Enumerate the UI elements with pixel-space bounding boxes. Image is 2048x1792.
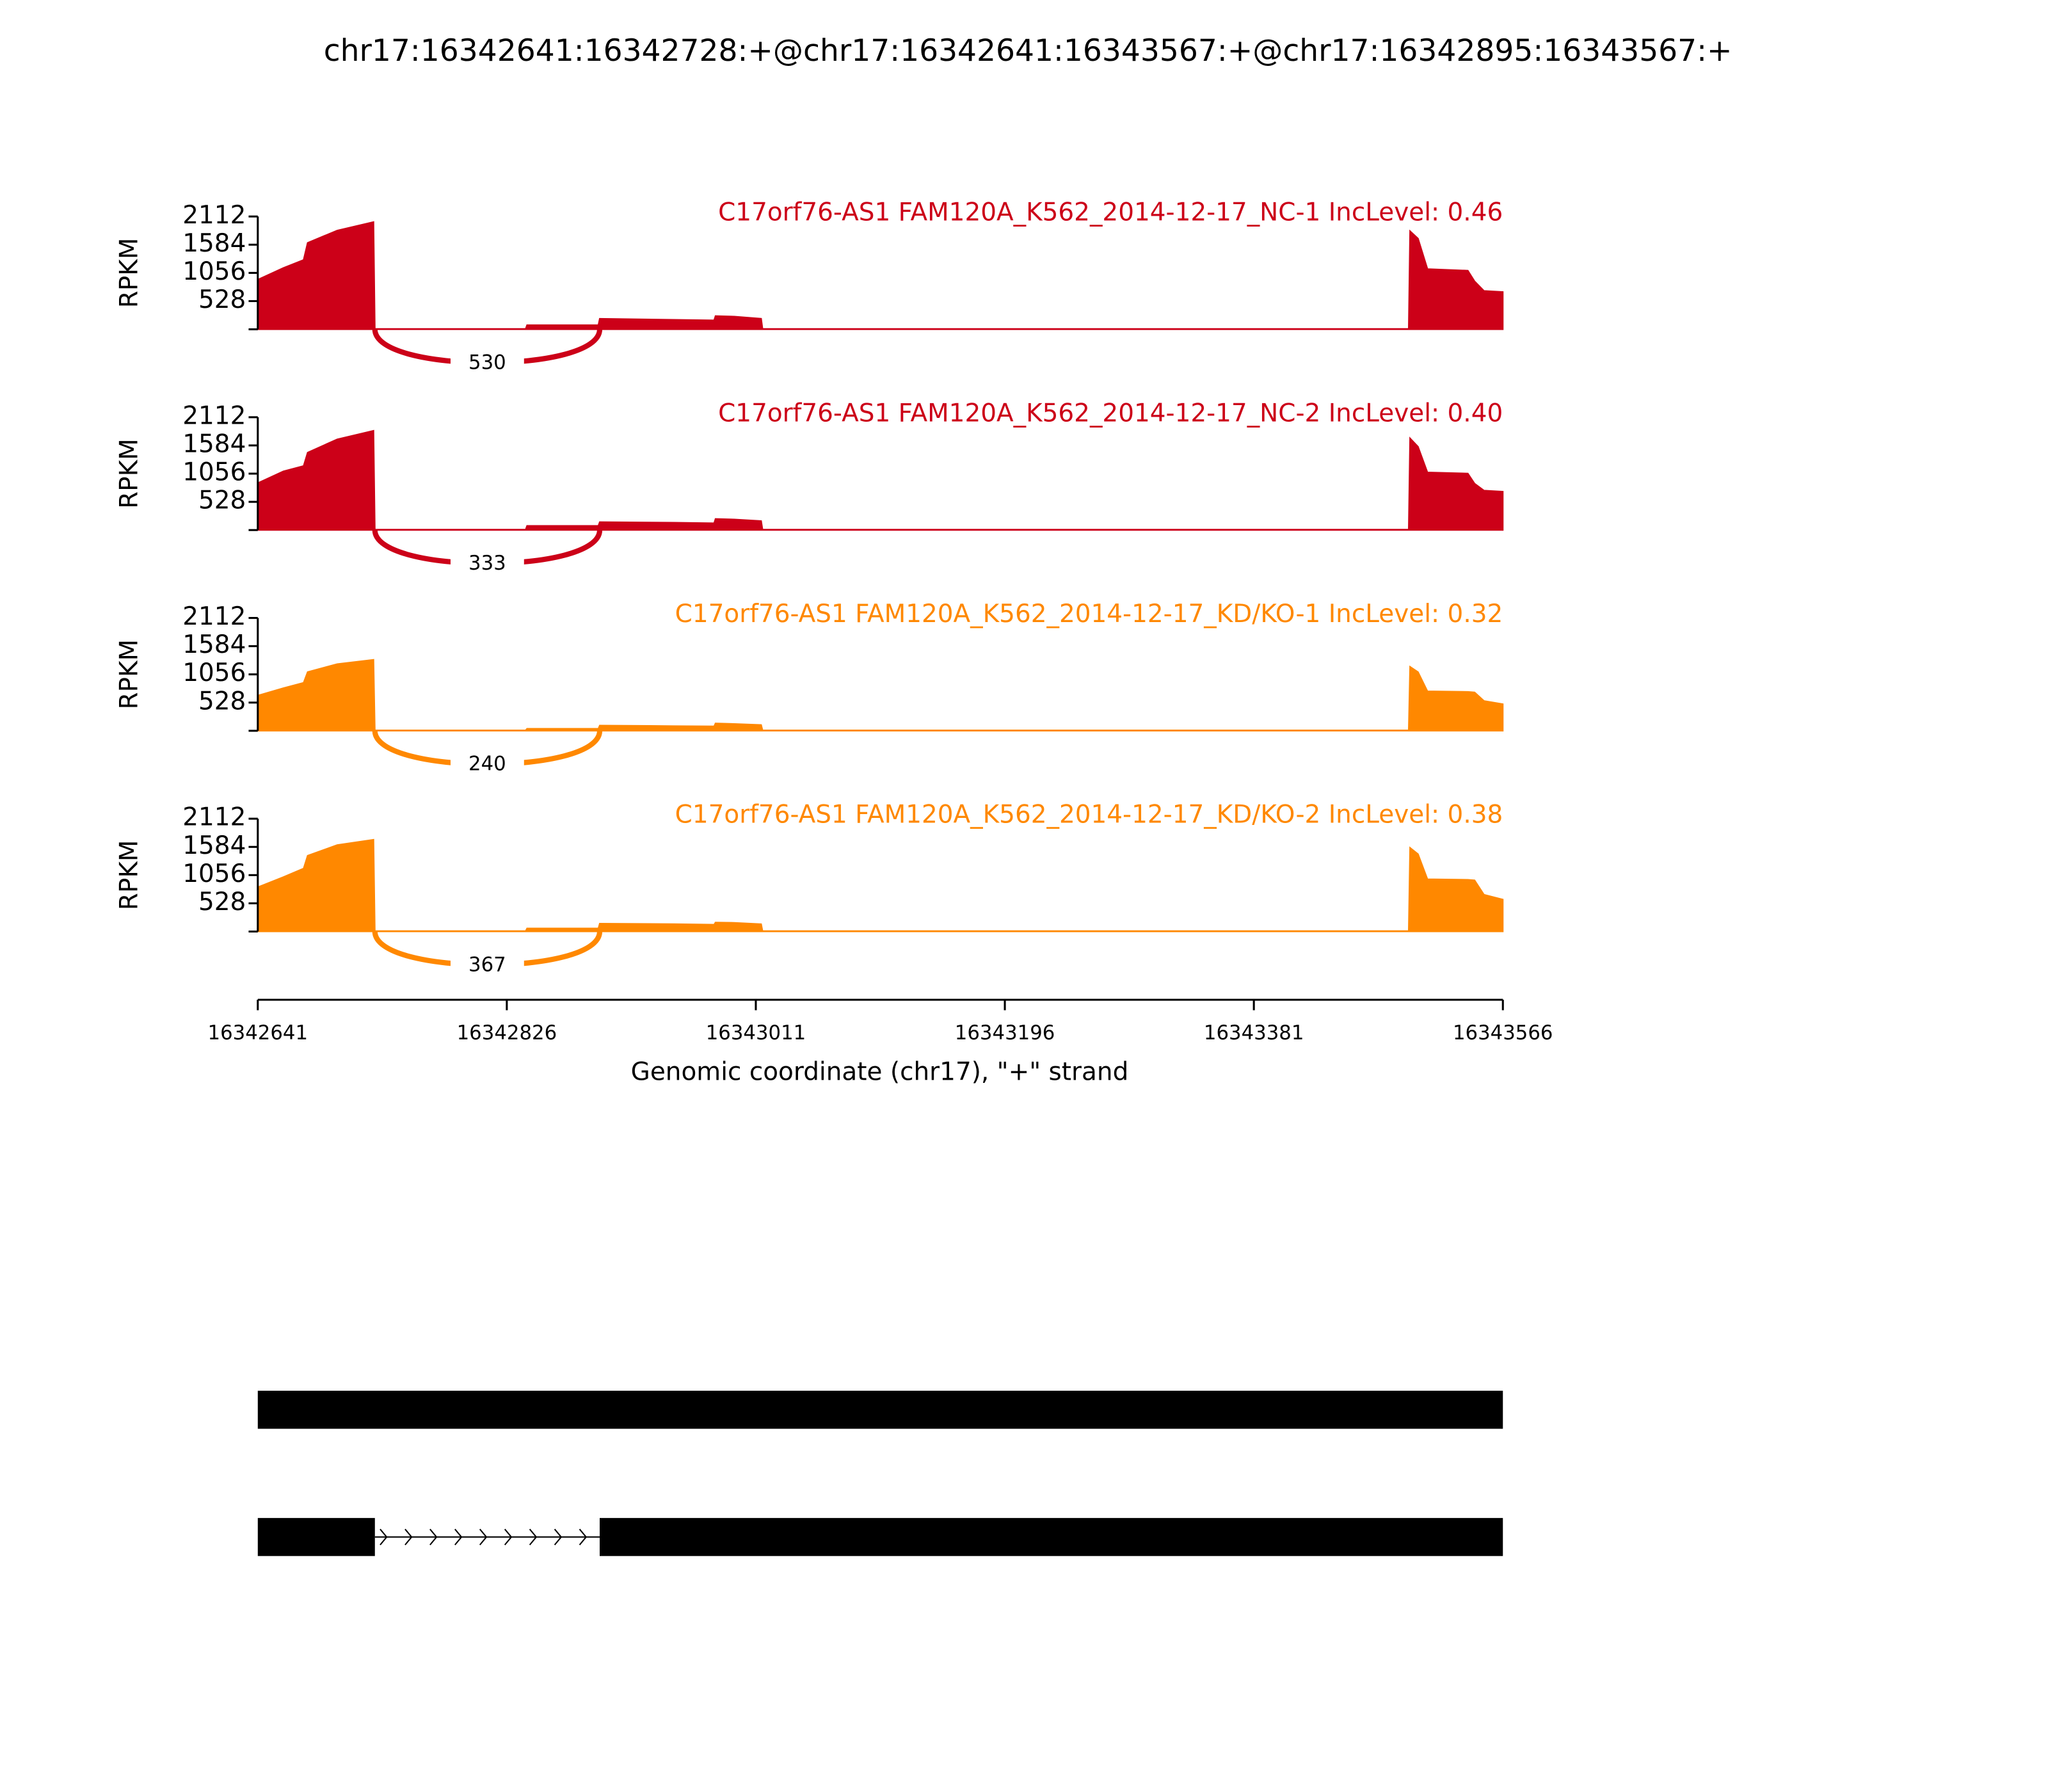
panel-title: C17orf76-AS1 FAM120A_K562_2014-12-17_KD/… — [675, 801, 1503, 829]
coverage-area — [257, 659, 1504, 732]
coverage-area — [257, 221, 1504, 330]
y-tick-label: 528 — [198, 888, 246, 916]
y-tick-label: 528 — [198, 687, 246, 716]
exon — [600, 1517, 1503, 1556]
y-axis-label: RPKM — [115, 438, 143, 509]
intron-arrow — [380, 1528, 388, 1546]
x-tick-label: 16343566 — [1453, 1021, 1553, 1044]
junction-label: 240 — [468, 753, 506, 776]
y-tick-label: 1584 — [182, 630, 246, 659]
junction-label-bg — [450, 751, 524, 776]
exon — [257, 1391, 1503, 1429]
x-tick-label: 16342641 — [208, 1021, 308, 1044]
y-tick-label: 528 — [198, 486, 246, 515]
y-tick-label: 1056 — [182, 257, 246, 286]
chart-title: chr17:16342641:16342728:+@chr17:16342641… — [324, 33, 1732, 68]
x-tick-label: 16343196 — [955, 1021, 1055, 1044]
y-tick-label: 2112 — [182, 201, 246, 230]
y-tick-label: 1056 — [182, 659, 246, 687]
intron-arrow — [454, 1528, 463, 1546]
coverage-area — [257, 838, 1504, 932]
x-axis-label: Genomic coordinate (chr17), "+" strand — [631, 1057, 1129, 1086]
panel-title: C17orf76-AS1 FAM120A_K562_2014-12-17_KD/… — [675, 600, 1503, 628]
y-tick-label: 1584 — [182, 831, 246, 860]
y-axis-label: RPKM — [115, 639, 143, 710]
intron-arrow — [429, 1528, 438, 1546]
y-tick-label: 528 — [198, 285, 246, 314]
intron-arrow — [479, 1528, 488, 1546]
y-tick-label: 1584 — [182, 429, 246, 458]
junction-label: 333 — [468, 552, 506, 575]
junction-label: 367 — [468, 953, 506, 976]
y-tick-label: 1056 — [182, 458, 246, 487]
x-tick-label: 16343381 — [1204, 1021, 1304, 1044]
y-tick-label: 2112 — [182, 803, 246, 832]
intron-arrow — [404, 1528, 413, 1546]
exon — [257, 1517, 375, 1556]
y-tick-label: 2112 — [182, 602, 246, 631]
y-tick-label: 1584 — [182, 229, 246, 258]
panel-title: C17orf76-AS1 FAM120A_K562_2014-12-17_NC-… — [718, 198, 1503, 227]
y-axis-label: RPKM — [115, 238, 143, 308]
junction-label-bg — [450, 350, 524, 374]
coverage-area — [257, 429, 1504, 531]
y-tick-label: 1056 — [182, 860, 246, 888]
panel-title: C17orf76-AS1 FAM120A_K562_2014-12-17_NC-… — [718, 399, 1503, 428]
junction-label-bg — [450, 551, 524, 575]
intron-arrow — [504, 1528, 513, 1546]
intron-arrow — [554, 1528, 563, 1546]
x-tick-label: 16342826 — [457, 1021, 557, 1044]
y-tick-label: 2112 — [182, 401, 246, 430]
y-axis-label: RPKM — [115, 840, 143, 911]
junction-label-bg — [450, 952, 524, 977]
intron-arrow — [579, 1528, 588, 1546]
x-tick-label: 16343011 — [706, 1021, 806, 1044]
junction-label: 530 — [468, 351, 506, 374]
intron-arrow — [529, 1528, 538, 1546]
